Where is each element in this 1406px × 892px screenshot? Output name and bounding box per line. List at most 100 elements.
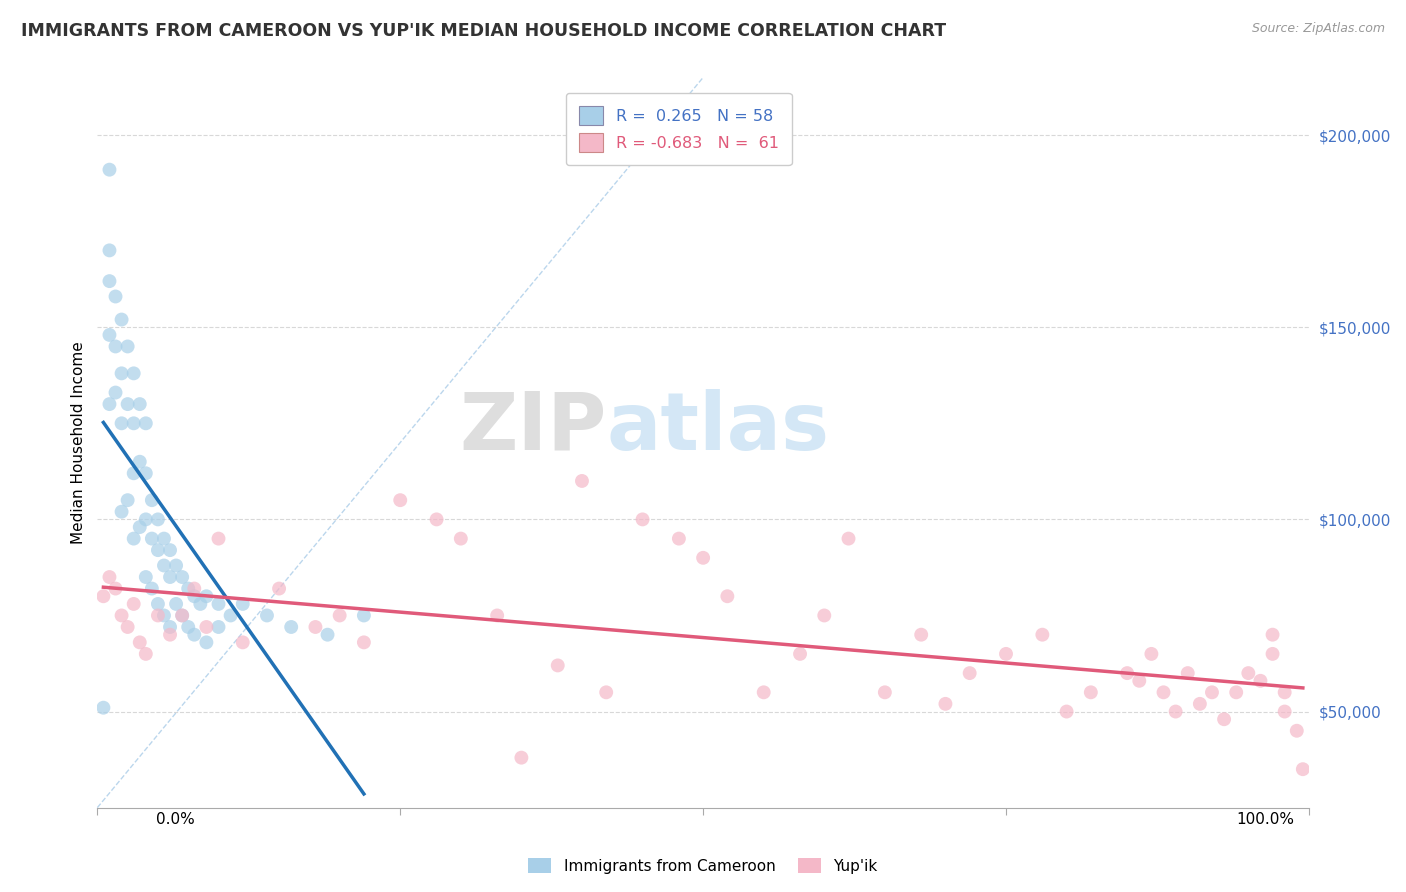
Point [128, 397, 150, 411]
Point [353, 635, 375, 649]
Point [135, 417, 157, 431]
Point [1213, 712, 1236, 726]
Point [934, 697, 956, 711]
Point [219, 608, 242, 623]
Point [1285, 723, 1308, 738]
Point [1292, 762, 1315, 776]
Point [1153, 685, 1175, 699]
Point [631, 512, 654, 526]
Point [104, 385, 127, 400]
Point [165, 558, 187, 573]
Point [1237, 666, 1260, 681]
Y-axis label: Median Household Income: Median Household Income [72, 341, 86, 544]
Point [1261, 647, 1284, 661]
Point [813, 608, 835, 623]
Point [1188, 697, 1211, 711]
Point [159, 620, 181, 634]
Point [486, 608, 509, 623]
Point [93, 589, 115, 603]
Point [117, 339, 139, 353]
Point [122, 532, 145, 546]
Point [153, 532, 176, 546]
Point [450, 532, 472, 546]
Point [122, 597, 145, 611]
Point [177, 620, 200, 634]
Point [177, 582, 200, 596]
Point [153, 608, 176, 623]
Point [135, 570, 157, 584]
Point [1140, 647, 1163, 661]
Point [1164, 705, 1187, 719]
Point [873, 685, 896, 699]
Point [959, 666, 981, 681]
Point [141, 532, 163, 546]
Point [1116, 666, 1139, 681]
Point [159, 543, 181, 558]
Point [98, 327, 121, 342]
Text: IMMIGRANTS FROM CAMEROON VS YUP'IK MEDIAN HOUSEHOLD INCOME CORRELATION CHART: IMMIGRANTS FROM CAMEROON VS YUP'IK MEDIA… [21, 22, 946, 40]
Point [135, 467, 157, 481]
Point [1249, 673, 1271, 688]
Point [183, 628, 205, 642]
Point [117, 493, 139, 508]
Text: atlas: atlas [606, 389, 830, 467]
Point [135, 512, 157, 526]
Point [172, 608, 194, 623]
Point [98, 570, 121, 584]
Point [122, 417, 145, 431]
Point [256, 608, 278, 623]
Point [110, 367, 132, 381]
Text: Source: ZipAtlas.com: Source: ZipAtlas.com [1251, 22, 1385, 36]
Point [752, 685, 775, 699]
Point [165, 597, 187, 611]
Point [304, 620, 326, 634]
Point [122, 367, 145, 381]
Point [172, 570, 194, 584]
Point [98, 274, 121, 288]
Point [267, 582, 290, 596]
Point [195, 589, 218, 603]
Point [153, 558, 176, 573]
Point [995, 647, 1018, 661]
Point [146, 608, 169, 623]
Point [1274, 685, 1296, 699]
Point [1031, 628, 1053, 642]
Point [141, 493, 163, 508]
Text: 0.0%: 0.0% [156, 812, 195, 827]
Point [188, 597, 211, 611]
Point [207, 620, 229, 634]
Text: ZIP: ZIP [458, 389, 606, 467]
Point [104, 339, 127, 353]
Point [426, 512, 449, 526]
Point [98, 162, 121, 177]
Point [146, 597, 169, 611]
Point [104, 289, 127, 303]
Point [183, 582, 205, 596]
Point [135, 647, 157, 661]
Point [1177, 666, 1199, 681]
Point [837, 532, 859, 546]
Legend: Immigrants from Cameroon, Yup'ik: Immigrants from Cameroon, Yup'ik [522, 852, 884, 880]
Point [141, 582, 163, 596]
Point [1201, 685, 1223, 699]
Point [232, 597, 254, 611]
Point [195, 620, 218, 634]
Point [232, 635, 254, 649]
Point [1225, 685, 1247, 699]
Point [128, 455, 150, 469]
Point [146, 512, 169, 526]
Point [316, 628, 339, 642]
Point [571, 474, 593, 488]
Point [510, 750, 533, 764]
Text: 100.0%: 100.0% [1236, 812, 1295, 827]
Point [159, 570, 181, 584]
Point [172, 608, 194, 623]
Point [159, 628, 181, 642]
Point [128, 520, 150, 534]
Point [716, 589, 738, 603]
Point [110, 608, 132, 623]
Point [207, 597, 229, 611]
Point [146, 543, 169, 558]
Point [1274, 705, 1296, 719]
Point [128, 635, 150, 649]
